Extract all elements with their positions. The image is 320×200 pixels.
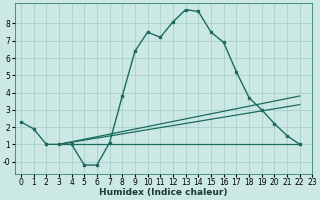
X-axis label: Humidex (Indice chaleur): Humidex (Indice chaleur) [99, 188, 228, 197]
